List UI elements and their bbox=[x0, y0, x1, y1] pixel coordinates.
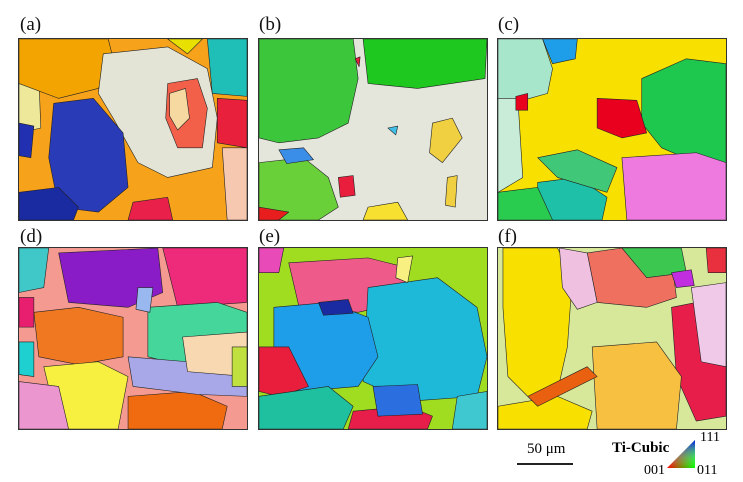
grain bbox=[362, 39, 487, 89]
grain bbox=[591, 341, 682, 429]
grain bbox=[362, 201, 408, 220]
grain bbox=[48, 98, 129, 213]
ebsd-map-c bbox=[497, 38, 727, 221]
grain bbox=[498, 187, 553, 220]
grain bbox=[19, 341, 35, 377]
grain bbox=[221, 147, 247, 220]
grain bbox=[372, 384, 423, 417]
grain bbox=[135, 287, 154, 313]
grain bbox=[162, 248, 247, 308]
legend-title: Ti-Cubic bbox=[612, 440, 670, 456]
grain bbox=[542, 39, 578, 65]
grain bbox=[207, 39, 247, 97]
legend-011: 011 bbox=[697, 463, 718, 478]
scale-bar bbox=[517, 463, 573, 465]
panel-label-b: (b) bbox=[259, 14, 282, 35]
grain bbox=[515, 93, 529, 111]
ebsd-map-e bbox=[258, 247, 488, 430]
grain bbox=[259, 206, 290, 220]
grain bbox=[498, 39, 553, 101]
ebsd-map-b bbox=[258, 38, 488, 221]
grain bbox=[278, 147, 314, 164]
grain bbox=[231, 346, 247, 387]
grain bbox=[498, 98, 524, 193]
grain bbox=[19, 248, 50, 293]
grain bbox=[387, 125, 399, 136]
legend-111: 111 bbox=[700, 430, 720, 445]
grain bbox=[259, 39, 359, 144]
grain bbox=[216, 98, 247, 149]
ebsd-map-d bbox=[18, 247, 248, 430]
scale-bar-label: 50 μm bbox=[527, 441, 566, 457]
grain bbox=[259, 248, 285, 274]
grain bbox=[19, 297, 35, 328]
grain bbox=[19, 122, 35, 158]
ipf-triangle-legend bbox=[667, 440, 695, 468]
grain bbox=[318, 299, 354, 316]
grain bbox=[537, 149, 618, 193]
grain bbox=[182, 331, 247, 377]
grain bbox=[259, 386, 354, 429]
grain bbox=[395, 255, 413, 283]
grain bbox=[705, 248, 726, 274]
grain bbox=[621, 152, 726, 220]
grain bbox=[452, 391, 487, 429]
grain bbox=[338, 175, 356, 198]
panel-label-d: (d) bbox=[20, 226, 43, 247]
grain bbox=[527, 366, 598, 407]
panel-label-c: (c) bbox=[498, 14, 520, 35]
grain bbox=[354, 56, 361, 67]
grain bbox=[167, 39, 203, 55]
grain bbox=[19, 381, 69, 429]
legend-001: 001 bbox=[644, 463, 665, 478]
panel-label-e: (e) bbox=[259, 226, 281, 247]
grain bbox=[33, 307, 124, 366]
grain bbox=[671, 269, 695, 288]
grain bbox=[596, 98, 647, 139]
grain bbox=[559, 248, 598, 310]
ebsd-map-a bbox=[18, 38, 248, 221]
grain bbox=[169, 88, 190, 131]
grain bbox=[691, 282, 726, 367]
panel-label-f: (f) bbox=[498, 226, 517, 247]
grain bbox=[127, 196, 173, 220]
grain bbox=[445, 175, 458, 208]
grain bbox=[362, 277, 487, 402]
grain bbox=[19, 187, 79, 220]
ebsd-map-f bbox=[497, 247, 727, 430]
panel-label-a: (a) bbox=[20, 14, 42, 35]
grain bbox=[429, 117, 463, 163]
grain bbox=[19, 39, 114, 99]
